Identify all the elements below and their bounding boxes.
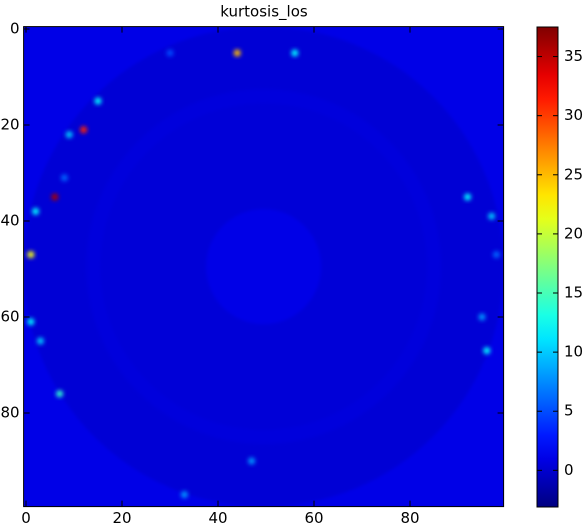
spot [464, 193, 472, 201]
colorbar-tick-label: 35 [564, 47, 583, 65]
region [206, 209, 322, 325]
spot [94, 97, 102, 105]
spot [60, 174, 68, 182]
spot [248, 457, 256, 465]
spot [36, 337, 44, 345]
colorbar-tick-label: 0 [564, 461, 574, 479]
x-tick-label: 80 [400, 509, 419, 524]
colorbar-tick-label: 25 [564, 165, 583, 183]
spot [27, 251, 35, 259]
chart-title: kurtosis_los [220, 3, 308, 22]
spot [166, 49, 174, 57]
y-tick-label: 40 [1, 212, 20, 230]
spot [483, 347, 491, 355]
spot [478, 313, 486, 321]
spot [180, 491, 188, 499]
x-tick-label: 60 [304, 509, 323, 524]
spot [27, 318, 35, 326]
spot [488, 212, 496, 220]
colorbar-tick-label: 5 [564, 402, 574, 420]
y-tick-label: 60 [1, 308, 20, 326]
y-tick-label: 80 [1, 404, 20, 422]
spot [51, 193, 59, 201]
spot [291, 49, 299, 57]
image [23, 26, 504, 507]
spot [65, 131, 73, 139]
spot [80, 126, 88, 134]
spot [32, 207, 40, 215]
colorbar [536, 26, 559, 508]
x-tick-label: 40 [208, 509, 227, 524]
spot [492, 251, 500, 259]
colorbar-tick-label: 10 [564, 343, 583, 361]
colorbar-tick-label: 20 [564, 224, 583, 242]
spot [56, 390, 64, 398]
x-tick-label: 0 [21, 509, 31, 524]
frame [23, 26, 505, 508]
colorbar-tick-label: 15 [564, 284, 583, 302]
y-tick-label: 20 [1, 116, 20, 134]
y-tick-label: 0 [10, 20, 20, 38]
colorbar-tick-label: 30 [564, 106, 583, 124]
spot [233, 49, 241, 57]
x-tick-label: 20 [112, 509, 131, 524]
